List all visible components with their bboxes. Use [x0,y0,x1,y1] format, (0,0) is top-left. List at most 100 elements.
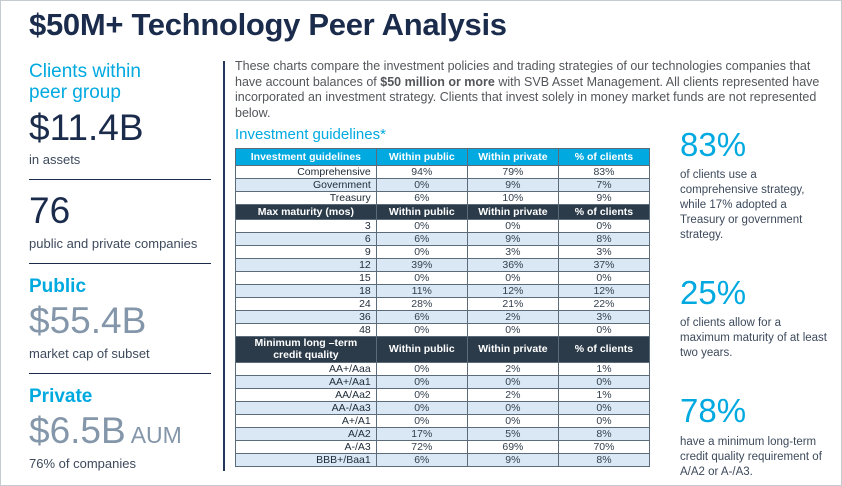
stat-block: 76 public and private companies [29,192,211,251]
row-value-cell: 0% [466,218,559,233]
stat-block: Private $6.5B AUM 76% of companies [29,386,211,471]
row-value-cell: 8% [557,231,651,246]
row-value-cell: 3% [466,244,559,259]
section-title-cell: Investment guidelines [235,147,377,166]
table-row: A+/A1 0% 0% 0% [235,413,651,428]
stat-number: $55.4B [29,300,147,342]
row-value-cell: 69% [466,439,559,454]
row-value-cell: 10% [466,190,559,205]
row-value-cell: 0% [466,374,559,389]
row-value-cell: 0% [375,413,468,428]
column-header-cell: Within public [375,203,468,220]
row-value-cell: 21% [466,296,559,311]
stat-number: $11.4B [29,106,144,148]
column-header-cell: Within public [375,335,468,363]
table-row: AA+/Aa1 0% 0% 0% [235,374,651,389]
row-value-cell: 0% [557,270,651,285]
row-value-cell: 72% [375,439,468,454]
main-content: These charts compare the investment poli… [235,59,829,486]
section-title-cell: Max maturity (mos) [235,203,377,220]
row-value-cell: 11% [375,283,468,298]
table-and-highlights-row: Investment guidelines* Investment guidel… [235,126,829,486]
row-value-cell: 3% [557,244,651,259]
highlight-description: of clients allow for a maximum maturity … [680,317,827,360]
intro-text-start: These charts compare the investment poli… [235,59,811,89]
stat-caption: 76% of companies [29,456,136,471]
row-value-cell: 2% [466,309,559,324]
row-value-cell: 8% [557,452,651,467]
row-value-cell: 36% [466,257,559,272]
row-value-cell: 0% [375,400,468,415]
table-section-header-row: Minimum long –term credit quality Within … [235,335,651,363]
row-value-cell: 3% [557,309,651,324]
stat-suffix: AUM [130,422,182,449]
section-title-cell: Minimum long –term credit quality [235,335,377,363]
row-value-cell: 7% [557,177,651,192]
table-row: 48 0% 0% 0% [235,322,651,337]
row-value-cell: 0% [466,270,559,285]
row-value-cell: 70% [557,439,651,454]
stat-label: Private [29,386,93,407]
row-value-cell: 79% [466,164,559,179]
row-value-cell: 0% [375,387,468,402]
row-value-cell: 0% [375,322,468,337]
highlight-description: have a minimum long-term credit quality … [680,435,822,478]
row-value-cell: 17% [375,426,468,441]
stat-value: 76 [29,192,211,230]
row-value-cell: 12% [557,283,651,298]
row-value-cell: 9% [466,452,559,467]
stat-caption: market cap of subset [29,346,150,361]
stat-block: Clients within peer group $11.4B in assets [29,61,211,167]
table-row: Government 0% 9% 7% [235,177,651,192]
stat-value: $6.5B AUM [29,412,211,450]
table-row: AA/Aa2 0% 2% 1% [235,387,651,402]
row-value-cell: 22% [557,296,651,311]
row-value-cell: 2% [466,361,559,376]
row-value-cell: 1% [557,361,651,376]
row-value-cell: 9% [466,231,559,246]
row-value-cell: 12% [466,283,559,298]
column-header-cell: % of clients [557,203,651,220]
column-header-cell: % of clients [557,335,651,363]
table-row: 12 39% 36% 37% [235,257,651,272]
row-label-cell: AA+/Aa1 [235,374,377,389]
table-row: 15 0% 0% 0% [235,270,651,285]
row-value-cell: 6% [375,309,468,324]
row-label-cell: 6 [235,231,377,246]
row-value-cell: 0% [557,374,651,389]
row-value-cell: 6% [375,231,468,246]
row-label-cell: Comprehensive [235,164,377,179]
row-label-cell: 24 [235,296,377,311]
column-header-cell: Within private [466,335,559,363]
row-label-cell: BBB+/Baa1 [235,452,377,467]
row-label-cell: A/A2 [235,426,377,441]
row-value-cell: 0% [375,270,468,285]
table-row: 3 0% 0% 0% [235,218,651,233]
row-label-cell: 48 [235,322,377,337]
row-value-cell: 0% [466,400,559,415]
stat-divider [29,179,211,181]
stat-caption: public and private companies [29,236,198,251]
table-row: AA+/Aaa 0% 2% 1% [235,361,651,376]
highlight-percentage: 25% [680,273,747,311]
page-title: $50M+ Technology Peer Analysis [29,7,507,42]
column-header-cell: % of clients [557,147,651,166]
row-value-cell: 0% [375,361,468,376]
row-label-cell: 36 [235,309,377,324]
row-value-cell: 6% [375,190,468,205]
row-label-cell: A-/A3 [235,439,377,454]
row-value-cell: 8% [557,426,651,441]
row-value-cell: 39% [375,257,468,272]
stat-value: $55.4B [29,302,211,340]
stat-divider [29,263,211,264]
row-label-cell: AA/Aa2 [235,387,377,402]
row-value-cell: 0% [466,413,559,428]
stat-number: 76 [29,190,71,232]
section-heading: Investment guidelines* [235,125,386,143]
row-value-cell: 2% [466,387,559,402]
row-value-cell: 0% [375,244,468,259]
stat-divider [29,373,211,374]
column-header-cell: Within private [466,203,559,220]
table-row: BBB+/Baa1 6% 9% 8% [235,452,651,467]
row-value-cell: 0% [466,322,559,337]
